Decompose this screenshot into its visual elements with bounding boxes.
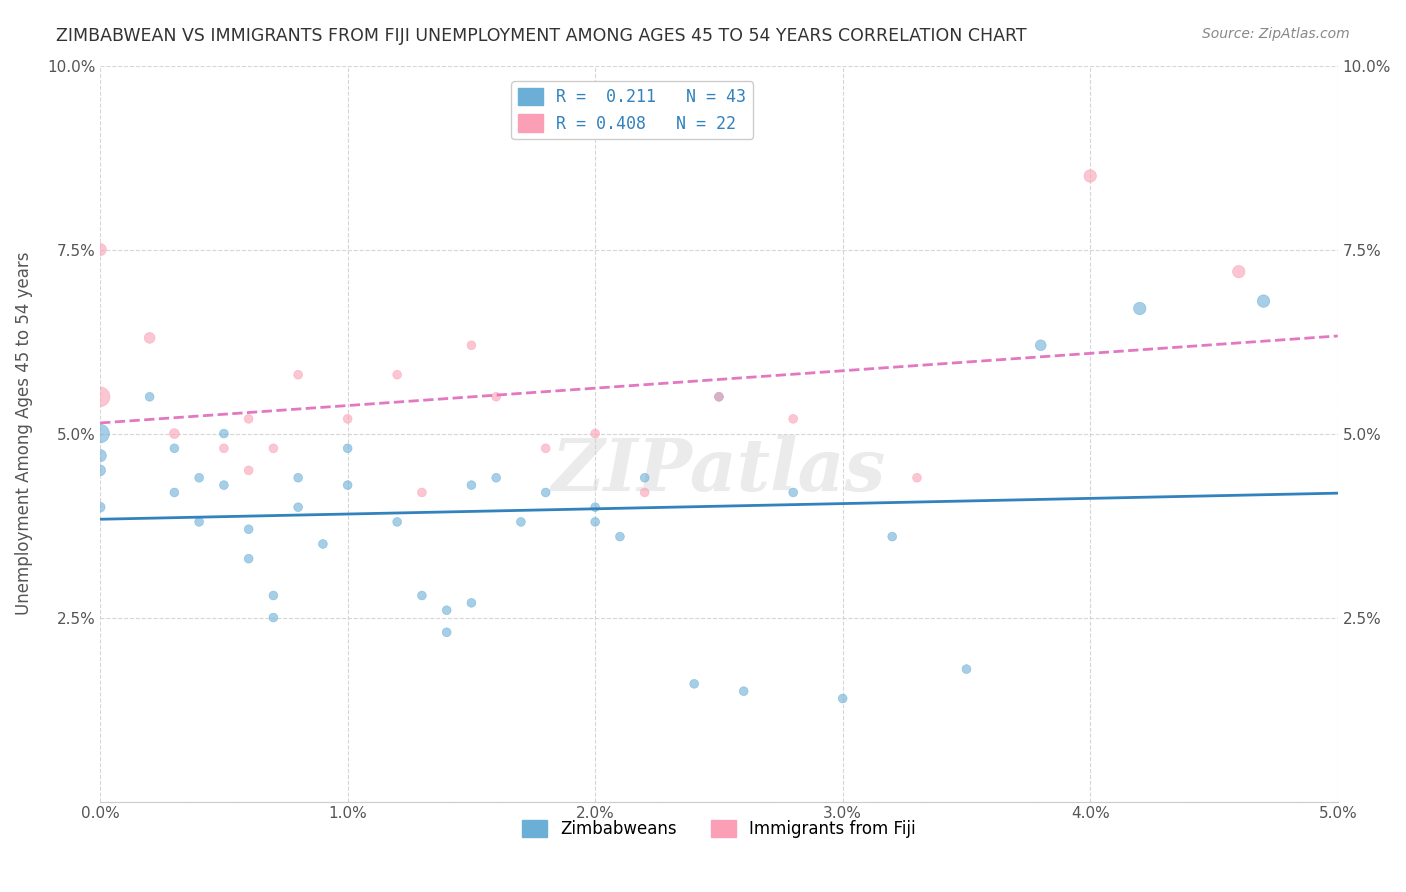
Text: Source: ZipAtlas.com: Source: ZipAtlas.com (1202, 27, 1350, 41)
Point (436, 603, 458, 617)
Point (188, 515, 211, 529)
Point (460, 596, 482, 610)
Point (312, 537, 335, 551)
Point (707, 390, 730, 404)
Text: ZIMBABWEAN VS IMMIGRANTS FROM FIJI UNEMPLOYMENT AMONG AGES 45 TO 54 YEARS CORREL: ZIMBABWEAN VS IMMIGRANTS FROM FIJI UNEMP… (56, 27, 1026, 45)
Point (411, 485, 433, 500)
Point (238, 551, 260, 566)
Point (1227, 265, 1250, 279)
Point (436, 625, 458, 640)
Point (89, 449, 111, 463)
Point (385, 368, 408, 382)
Point (782, 485, 804, 500)
Point (707, 390, 730, 404)
Point (460, 478, 482, 492)
Point (89, 390, 111, 404)
Point (634, 485, 657, 500)
Point (733, 684, 755, 698)
Point (683, 677, 706, 691)
Point (534, 485, 557, 500)
Point (238, 412, 260, 426)
Point (1029, 338, 1052, 352)
Point (89, 243, 111, 257)
Point (163, 442, 186, 456)
Point (212, 478, 235, 492)
Point (411, 589, 433, 603)
Point (955, 662, 977, 676)
Point (385, 515, 408, 529)
Point (583, 426, 606, 441)
Point (1078, 169, 1101, 183)
Point (336, 478, 359, 492)
Point (163, 426, 186, 441)
Point (485, 471, 508, 485)
Point (336, 442, 359, 456)
Point (583, 515, 606, 529)
Point (138, 390, 160, 404)
Point (1253, 294, 1275, 309)
Point (262, 442, 284, 456)
Point (882, 530, 904, 544)
Point (634, 471, 657, 485)
Point (212, 442, 235, 456)
Point (1129, 301, 1152, 316)
Point (138, 331, 160, 345)
Point (287, 471, 309, 485)
Y-axis label: Unemployment Among Ages 45 to 54 years: Unemployment Among Ages 45 to 54 years (15, 252, 32, 615)
Point (583, 500, 606, 515)
Point (163, 485, 186, 500)
Text: ZIPatlas: ZIPatlas (553, 435, 886, 506)
Point (609, 530, 631, 544)
Point (89, 426, 111, 441)
Legend: Zimbabweans, Immigrants from Fiji: Zimbabweans, Immigrants from Fiji (516, 814, 922, 845)
Point (905, 471, 928, 485)
Point (831, 691, 853, 706)
Point (336, 412, 359, 426)
Point (460, 338, 482, 352)
Point (782, 412, 804, 426)
Point (89, 463, 111, 477)
Point (238, 522, 260, 536)
Point (188, 471, 211, 485)
Point (89, 500, 111, 515)
Point (509, 515, 531, 529)
Point (485, 390, 508, 404)
Point (212, 426, 235, 441)
Point (262, 589, 284, 603)
Point (238, 463, 260, 477)
Point (287, 500, 309, 515)
Point (287, 368, 309, 382)
Point (534, 442, 557, 456)
Point (262, 610, 284, 624)
